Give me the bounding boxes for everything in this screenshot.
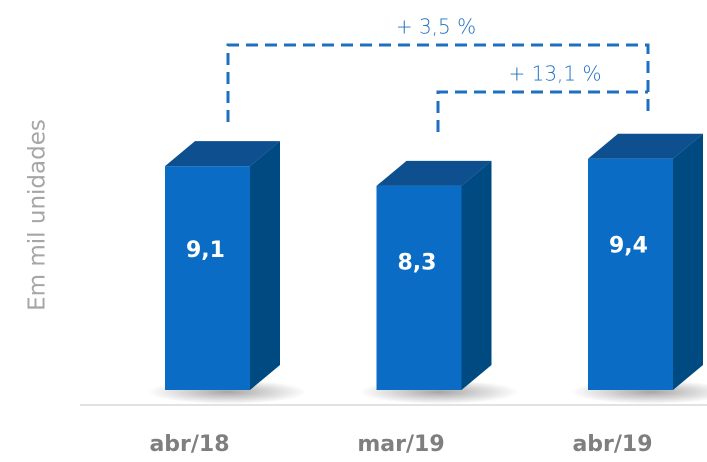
bar-top [588,133,703,159]
value-label: 9,4 [609,234,648,259]
bar-top [165,141,280,167]
bar-top [376,160,492,186]
y-axis-label: Em mil unidades [25,119,51,311]
bracket [436,90,648,132]
value-label: 9,1 [186,238,225,263]
x-tick-label: abr/19 [572,432,652,457]
bracket [226,43,650,122]
value-label: 8,3 [398,250,437,275]
annotation: + 13,1 % [508,62,601,86]
bar [165,166,250,390]
x-tick-label: mar/19 [357,432,444,457]
annotation: + 3,5 % [396,15,476,39]
bar-side [461,160,492,390]
bar-side [673,133,703,390]
x-tick-label: abr/18 [149,432,229,457]
bar [376,185,462,390]
bar-side [250,141,280,390]
bar [588,158,673,390]
